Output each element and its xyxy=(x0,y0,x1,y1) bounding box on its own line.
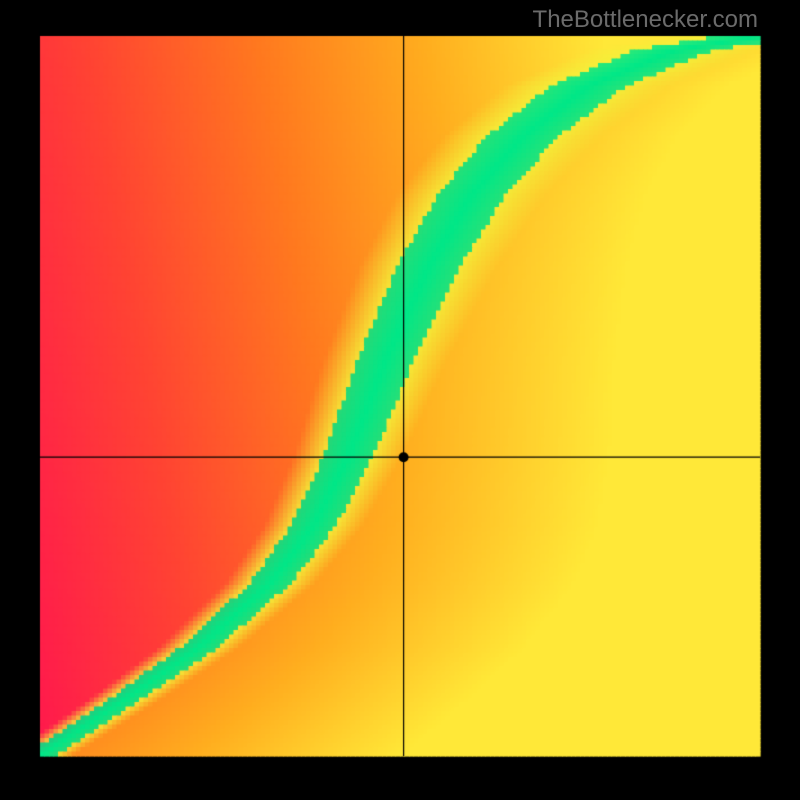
bottleneck-heatmap xyxy=(0,0,800,800)
chart-container: TheBottlenecker.com xyxy=(0,0,800,800)
watermark-text: TheBottlenecker.com xyxy=(533,6,758,34)
